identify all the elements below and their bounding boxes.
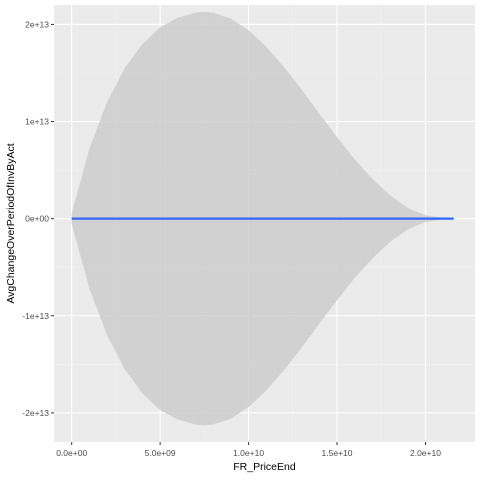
x-tick-label: 5.0e+09 xyxy=(145,448,176,458)
x-tick-label: 1.5e+10 xyxy=(322,448,353,458)
y-tick-label: 1e+13 xyxy=(25,117,49,127)
y-tick-label: 2e+13 xyxy=(25,19,49,29)
x-tick-label: 0.0e+00 xyxy=(56,448,87,458)
x-tick-label: 2.0e+10 xyxy=(410,448,441,458)
y-tick-label: -2e+13 xyxy=(22,408,49,418)
y-axis: 2e+13 1e+13 0e+00 -1e+13 -2e+13 xyxy=(22,19,54,418)
x-tick-label: 1.0e+10 xyxy=(233,448,264,458)
y-axis-title: AvgChangeOverPeriodOfInvByAct xyxy=(5,143,17,303)
x-axis-title: FR_PriceEnd xyxy=(233,461,296,473)
x-axis: 0.0e+00 5.0e+09 1.0e+10 1.5e+10 2.0e+10 xyxy=(56,442,441,458)
y-tick-label: -1e+13 xyxy=(22,311,49,321)
y-tick-label: 0e+00 xyxy=(25,214,49,224)
